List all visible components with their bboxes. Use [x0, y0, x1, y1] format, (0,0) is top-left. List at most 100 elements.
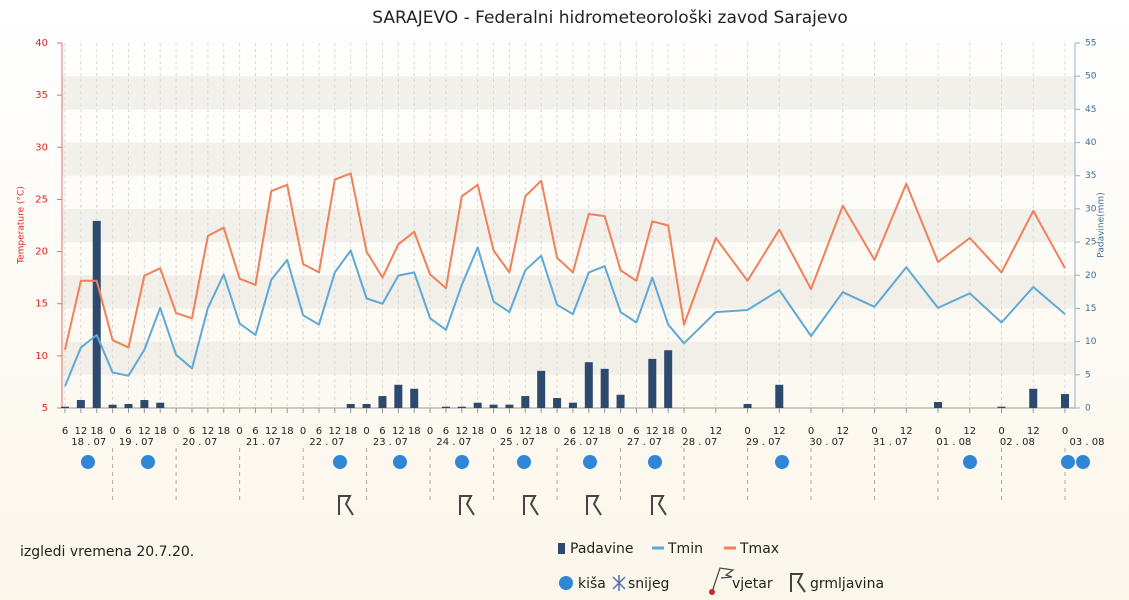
x-tick-label: 18 [154, 426, 167, 437]
bar [775, 384, 784, 408]
rain-icon [583, 455, 597, 469]
y2-tick-label: 0 [1085, 404, 1091, 414]
y-tick-label: 15 [35, 299, 48, 310]
date-label: 01 . 08 [936, 437, 971, 448]
grid-band [62, 142, 1075, 176]
x-tick-label: 12 [773, 426, 786, 437]
x-tick-label: 6 [443, 426, 449, 437]
y-tick-label: 20 [35, 247, 48, 258]
x-tick-label: 12 [963, 426, 976, 437]
x-tick-label: 0 [109, 426, 115, 437]
rain-icon [333, 455, 347, 469]
x-tick-label: 12 [201, 426, 214, 437]
thunder-icon [523, 495, 539, 516]
bar [108, 404, 117, 408]
x-tick-label: 6 [316, 426, 322, 437]
legend-label: kiša [578, 576, 606, 592]
legend-label: Padavine [570, 541, 634, 557]
line [64, 172, 1066, 350]
rain-icon [1076, 455, 1090, 469]
date-label: 31 . 07 [873, 437, 908, 448]
date-label: 22 . 07 [309, 437, 344, 448]
y2-tick-label: 30 [1085, 204, 1097, 214]
legend-wind-icon [711, 567, 735, 593]
x-tick-label: 12 [582, 426, 595, 437]
thunder-icon [586, 495, 602, 516]
bar [1061, 394, 1069, 408]
bar [600, 368, 609, 408]
rain-icon [1061, 455, 1075, 469]
y-axis-title: Temperature (°C) [17, 186, 27, 265]
bar [934, 402, 943, 408]
legend-label: vjetar [732, 576, 773, 592]
x-tick-label: 0 [935, 426, 941, 437]
bar [156, 402, 165, 408]
date-label: 30 . 07 [809, 437, 844, 448]
bar [521, 396, 530, 408]
date-label: 26 . 07 [563, 437, 598, 448]
x-tick-label: 12 [138, 426, 151, 437]
rain-icon [517, 455, 531, 469]
y2-tick-label: 15 [1085, 304, 1096, 314]
y2-tick-label: 25 [1085, 238, 1096, 248]
x-tick-label: 6 [570, 426, 576, 437]
date-label: 29 . 07 [746, 437, 781, 448]
x-tick-label: 18 [535, 426, 548, 437]
x-tick-label: 0 [427, 426, 433, 437]
x-tick-label: 0 [617, 426, 623, 437]
y-tick-label: 10 [35, 351, 48, 362]
y-tick-label: 30 [35, 142, 48, 153]
date-label: 24 . 07 [436, 437, 471, 448]
y-tick-label: 40 [35, 38, 48, 49]
legend-label: grmljavina [810, 576, 884, 592]
bar [124, 404, 133, 408]
thunder-icon [651, 495, 667, 516]
thunder-icons [338, 495, 667, 516]
x-tick-label: 0 [490, 426, 496, 437]
note: izgledi vremena 20.7.20. [20, 544, 194, 560]
rain-icon [963, 455, 977, 469]
x-tick-label: 12 [392, 426, 405, 437]
x-tick-label: 6 [62, 426, 68, 437]
bar [394, 384, 403, 408]
chart-title: SARAJEVO - Federalni hidrometeorološki z… [372, 8, 848, 28]
bar [92, 220, 101, 408]
x-tick-label: 6 [252, 426, 258, 437]
legend-snow-icon [612, 575, 626, 591]
x-tick-label: 18 [471, 426, 484, 437]
y2-tick-label: 45 [1085, 105, 1096, 115]
legend-label: Tmax [739, 541, 779, 557]
x-tick-label: 12 [265, 426, 278, 437]
x-tick-label: 6 [506, 426, 512, 437]
date-label: 18 . 07 [71, 437, 106, 448]
bar [473, 402, 482, 408]
x-tick-label: 0 [808, 426, 814, 437]
rain-icon [775, 455, 789, 469]
rain-icon [393, 455, 407, 469]
x-tick-label: 0 [300, 426, 306, 437]
x-tick-label: 0 [681, 426, 687, 437]
bar [140, 400, 149, 408]
date-label: 28 . 07 [682, 437, 717, 448]
x-tick-label: 18 [90, 426, 103, 437]
y2-tick-label: 5 [1085, 370, 1091, 380]
thunder-icon [338, 495, 354, 516]
date-label: 03 . 08 [1070, 437, 1105, 448]
bar [997, 406, 1006, 408]
x-tick-label: 0 [363, 426, 369, 437]
y-tick-label: 5 [42, 403, 48, 414]
x-tick-label: 6 [633, 426, 639, 437]
y-tick-label: 25 [35, 194, 48, 205]
bar [441, 406, 450, 408]
x-tick-label: 0 [236, 426, 242, 437]
legend-label: snijeg [628, 576, 669, 592]
bar [743, 404, 752, 408]
rain-icon [455, 455, 469, 469]
bar [378, 396, 387, 408]
weather-icons [81, 455, 1090, 469]
bar [61, 406, 69, 408]
x-tick-label: 0 [1062, 426, 1068, 437]
grid-band [62, 275, 1075, 309]
y2-tick-label: 20 [1085, 271, 1097, 281]
x-tick-label: 12 [836, 426, 849, 437]
